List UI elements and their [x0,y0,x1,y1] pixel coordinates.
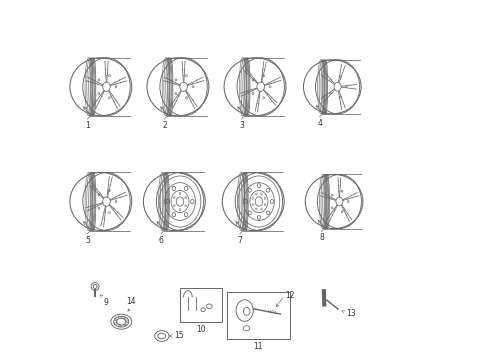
Text: 5: 5 [85,235,90,244]
Text: 7: 7 [237,235,242,244]
Text: 1: 1 [85,121,90,130]
Bar [180,288,221,321]
Text: 11: 11 [254,342,263,351]
Text: 8: 8 [319,233,324,242]
Text: 14: 14 [126,297,136,306]
Text: 15: 15 [174,332,184,341]
Text: 3: 3 [239,121,244,130]
Text: 10: 10 [196,325,206,334]
Text: 4: 4 [317,118,322,127]
Text: 12: 12 [285,291,294,300]
Bar [227,292,290,338]
Text: 6: 6 [158,235,163,244]
Text: 2: 2 [162,121,167,130]
Text: 13: 13 [346,309,356,318]
Text: 9: 9 [104,298,109,307]
